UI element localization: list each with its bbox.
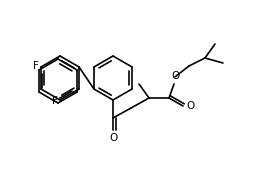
Text: O: O [171, 71, 179, 81]
Text: O: O [186, 101, 194, 111]
Text: F: F [52, 96, 58, 106]
Text: F: F [33, 61, 39, 71]
Text: O: O [109, 133, 117, 143]
